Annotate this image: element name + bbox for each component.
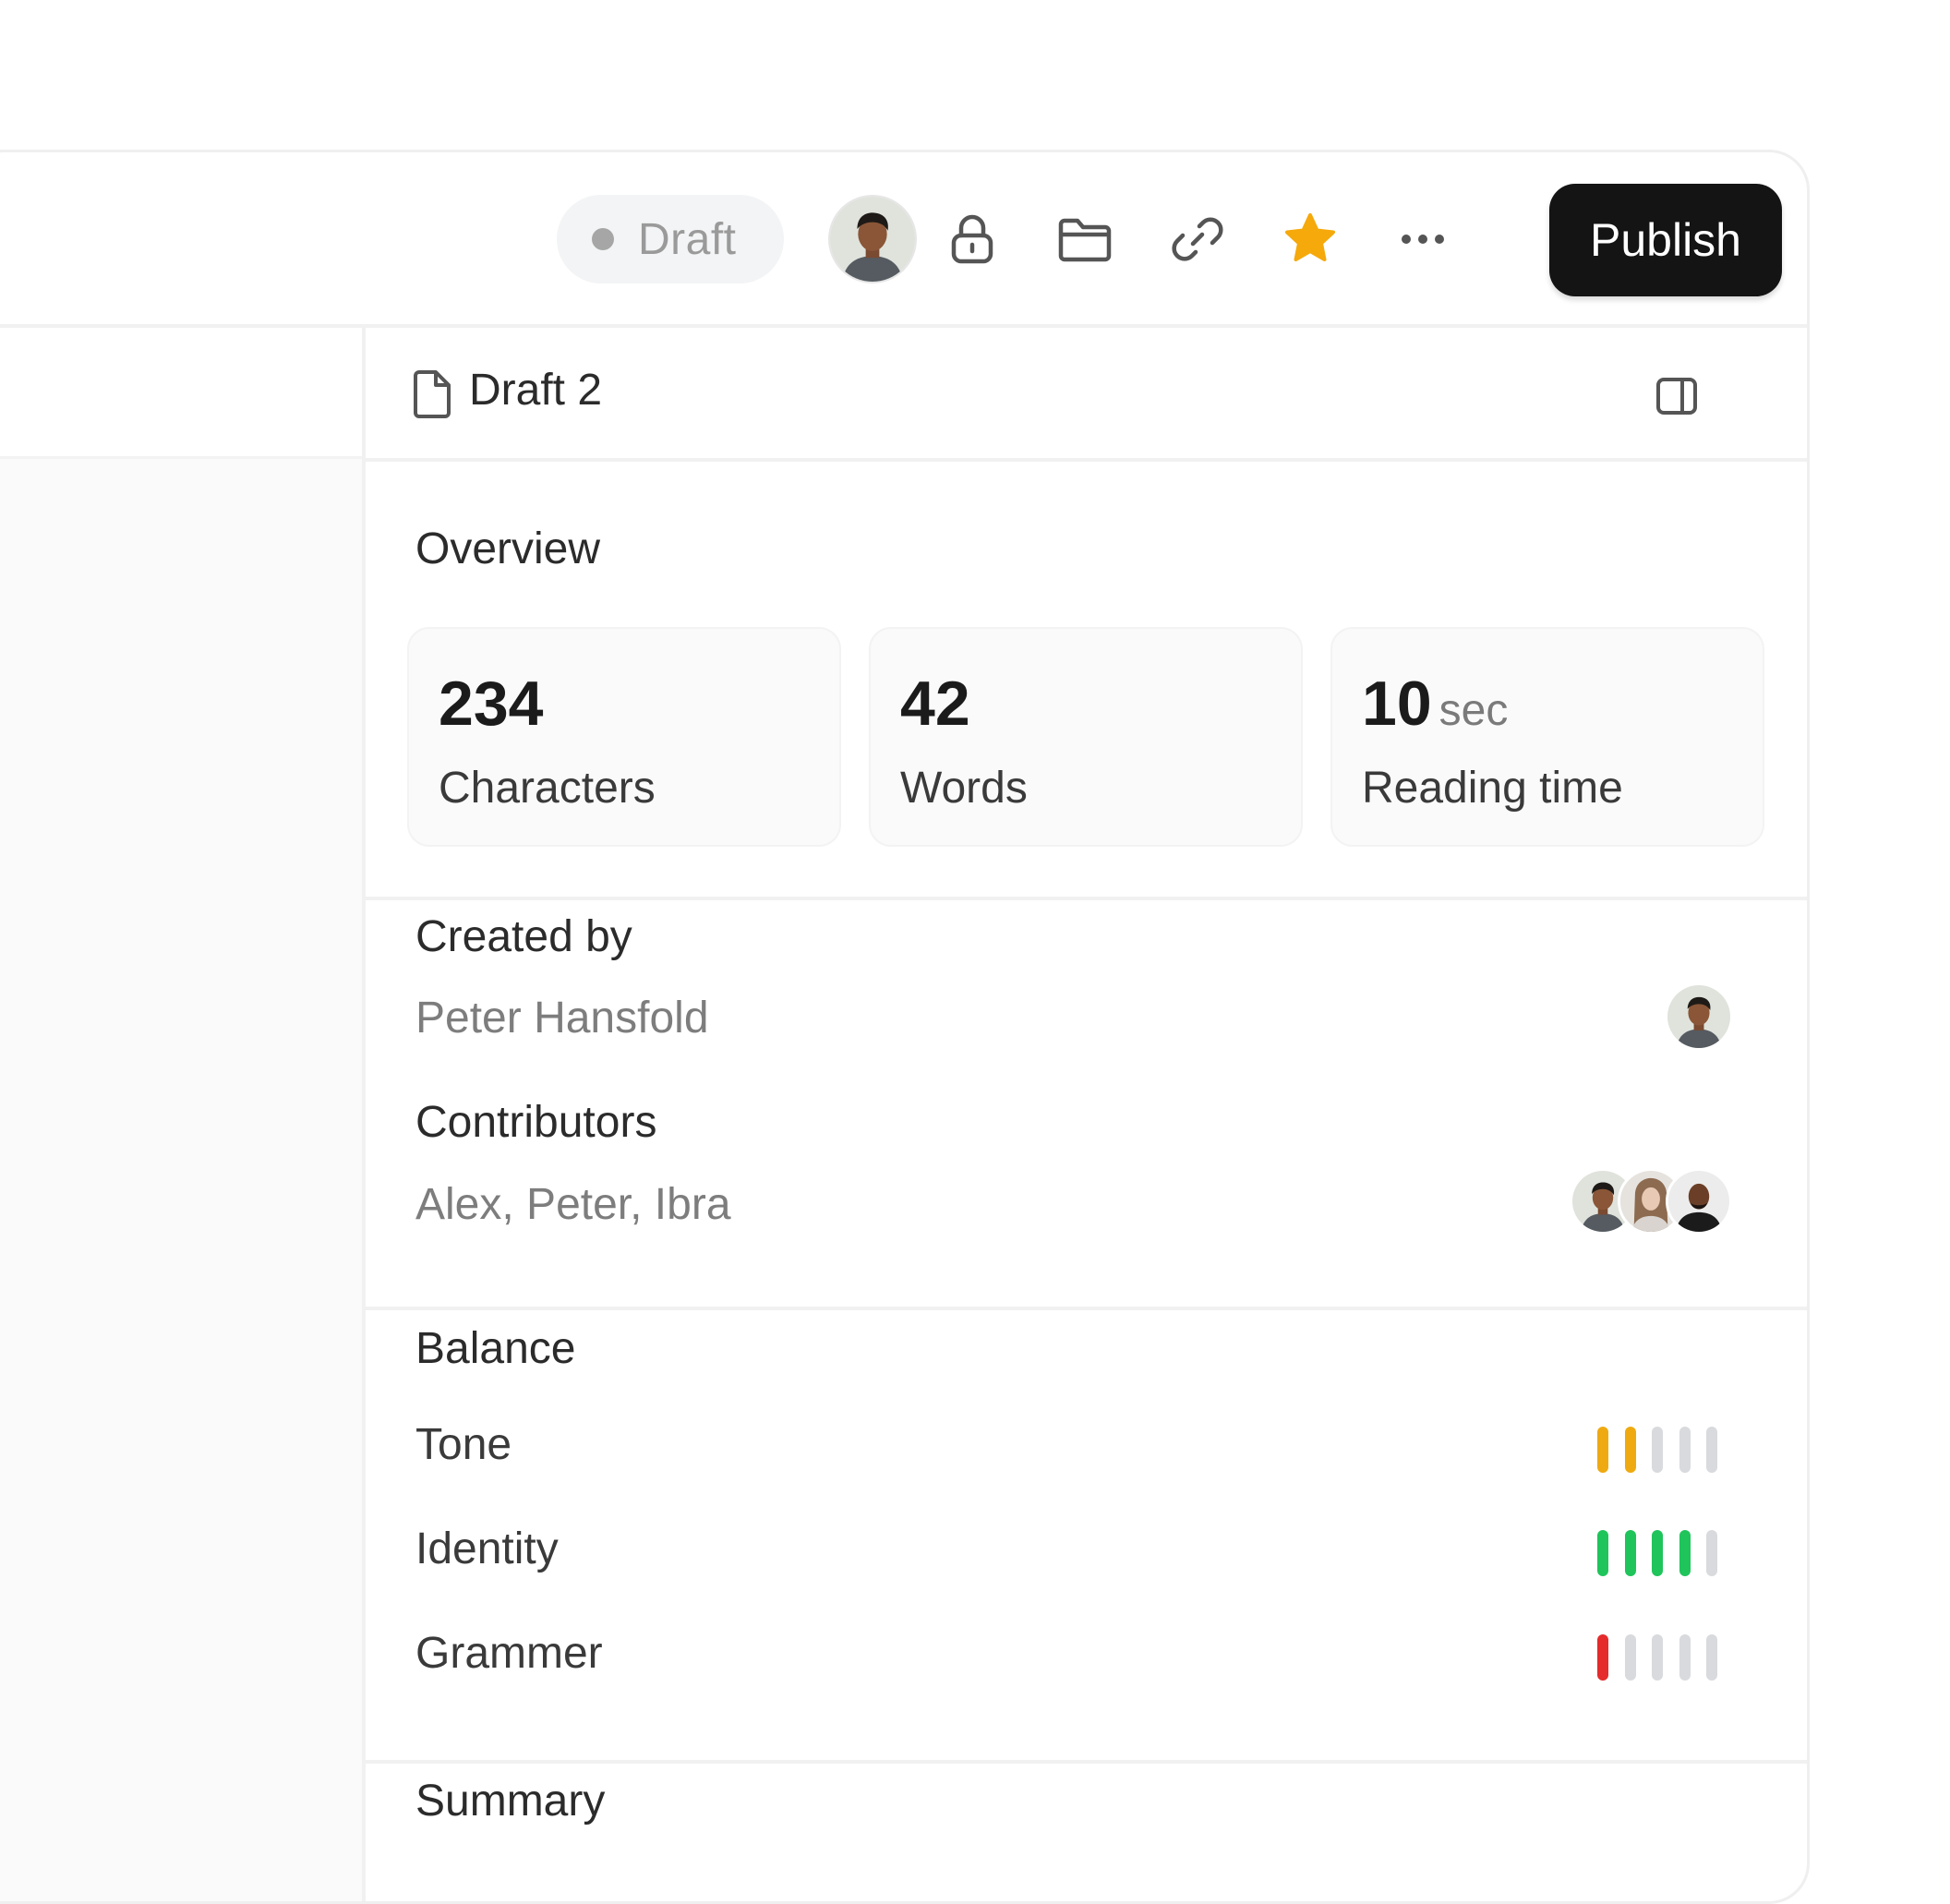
meter-bar	[1652, 1634, 1663, 1681]
stat-unit: sec	[1438, 686, 1509, 735]
more-icon[interactable]	[1390, 206, 1456, 272]
stat-card-characters: 234 Characters	[407, 627, 841, 847]
stat-value: 10 sec	[1362, 669, 1509, 739]
section-divider	[366, 1307, 1807, 1310]
section-divider	[366, 1760, 1807, 1764]
stat-label: Reading time	[1362, 764, 1623, 813]
balance-title: Balance	[415, 1324, 576, 1373]
publish-button[interactable]: Publish	[1549, 184, 1782, 296]
sidebar-toggle-icon[interactable]	[1655, 374, 1699, 418]
status-dot-icon	[592, 228, 614, 250]
stat-value: 42	[900, 669, 970, 739]
contributor-avatar[interactable]	[1666, 1168, 1732, 1235]
lock-icon[interactable]	[939, 206, 1005, 272]
meter-bar	[1624, 1530, 1636, 1576]
avatar-portrait-icon	[830, 197, 915, 282]
balance-label-identity: Identity	[415, 1524, 559, 1573]
stat-value: 234	[439, 669, 544, 739]
meter-bar	[1624, 1427, 1636, 1473]
meter-bar	[1679, 1634, 1691, 1681]
meter-bar	[1624, 1634, 1636, 1681]
meter-bar	[1706, 1634, 1717, 1681]
meter-bar	[1679, 1427, 1691, 1473]
editor-area[interactable]	[0, 328, 366, 1901]
star-icon[interactable]	[1277, 206, 1343, 272]
status-badge[interactable]: Draft	[557, 195, 784, 283]
meter-bar	[1652, 1530, 1663, 1576]
editor-topbar	[0, 328, 362, 459]
grammer-meter	[1597, 1634, 1717, 1681]
document-icon	[414, 370, 451, 418]
stat-card-words: 42 Words	[869, 627, 1303, 847]
tone-meter	[1597, 1427, 1717, 1473]
stat-label: Characters	[439, 764, 656, 813]
meter-bar	[1706, 1427, 1717, 1473]
section-divider	[366, 897, 1807, 900]
folder-icon[interactable]	[1052, 206, 1118, 272]
panel-header: Draft 2	[366, 328, 1807, 462]
top-toolbar: Draft	[0, 152, 1807, 328]
created-by-value: Peter Hansfold	[415, 994, 709, 1042]
contributors-label: Contributors	[415, 1098, 657, 1147]
identity-meter	[1597, 1530, 1717, 1576]
overview-title: Overview	[415, 524, 601, 573]
meter-bar	[1597, 1530, 1608, 1576]
stat-label: Words	[900, 764, 1028, 813]
balance-label-tone: Tone	[415, 1420, 512, 1469]
status-label: Draft	[638, 214, 737, 264]
stat-card-reading-time: 10 sec Reading time	[1330, 627, 1764, 847]
link-icon[interactable]	[1164, 206, 1231, 272]
app-window: Draft	[0, 150, 1810, 1904]
created-by-label: Created by	[415, 912, 632, 961]
details-panel: Draft 2 Overview 234 Characters 42 Words…	[366, 328, 1807, 1901]
meter-bar	[1706, 1530, 1717, 1576]
meter-bar	[1597, 1634, 1608, 1681]
meter-bar	[1597, 1427, 1608, 1473]
summary-title: Summary	[415, 1777, 606, 1826]
contributors-value: Alex, Peter, Ibra	[415, 1180, 731, 1229]
meter-bar	[1679, 1530, 1691, 1576]
meter-bar	[1652, 1427, 1663, 1473]
balance-label-grammer: Grammer	[415, 1629, 603, 1678]
panel-title: Draft 2	[469, 366, 603, 415]
contributor-avatar[interactable]	[1570, 1168, 1636, 1235]
creator-avatar[interactable]	[1667, 985, 1730, 1048]
user-avatar[interactable]	[828, 195, 917, 283]
